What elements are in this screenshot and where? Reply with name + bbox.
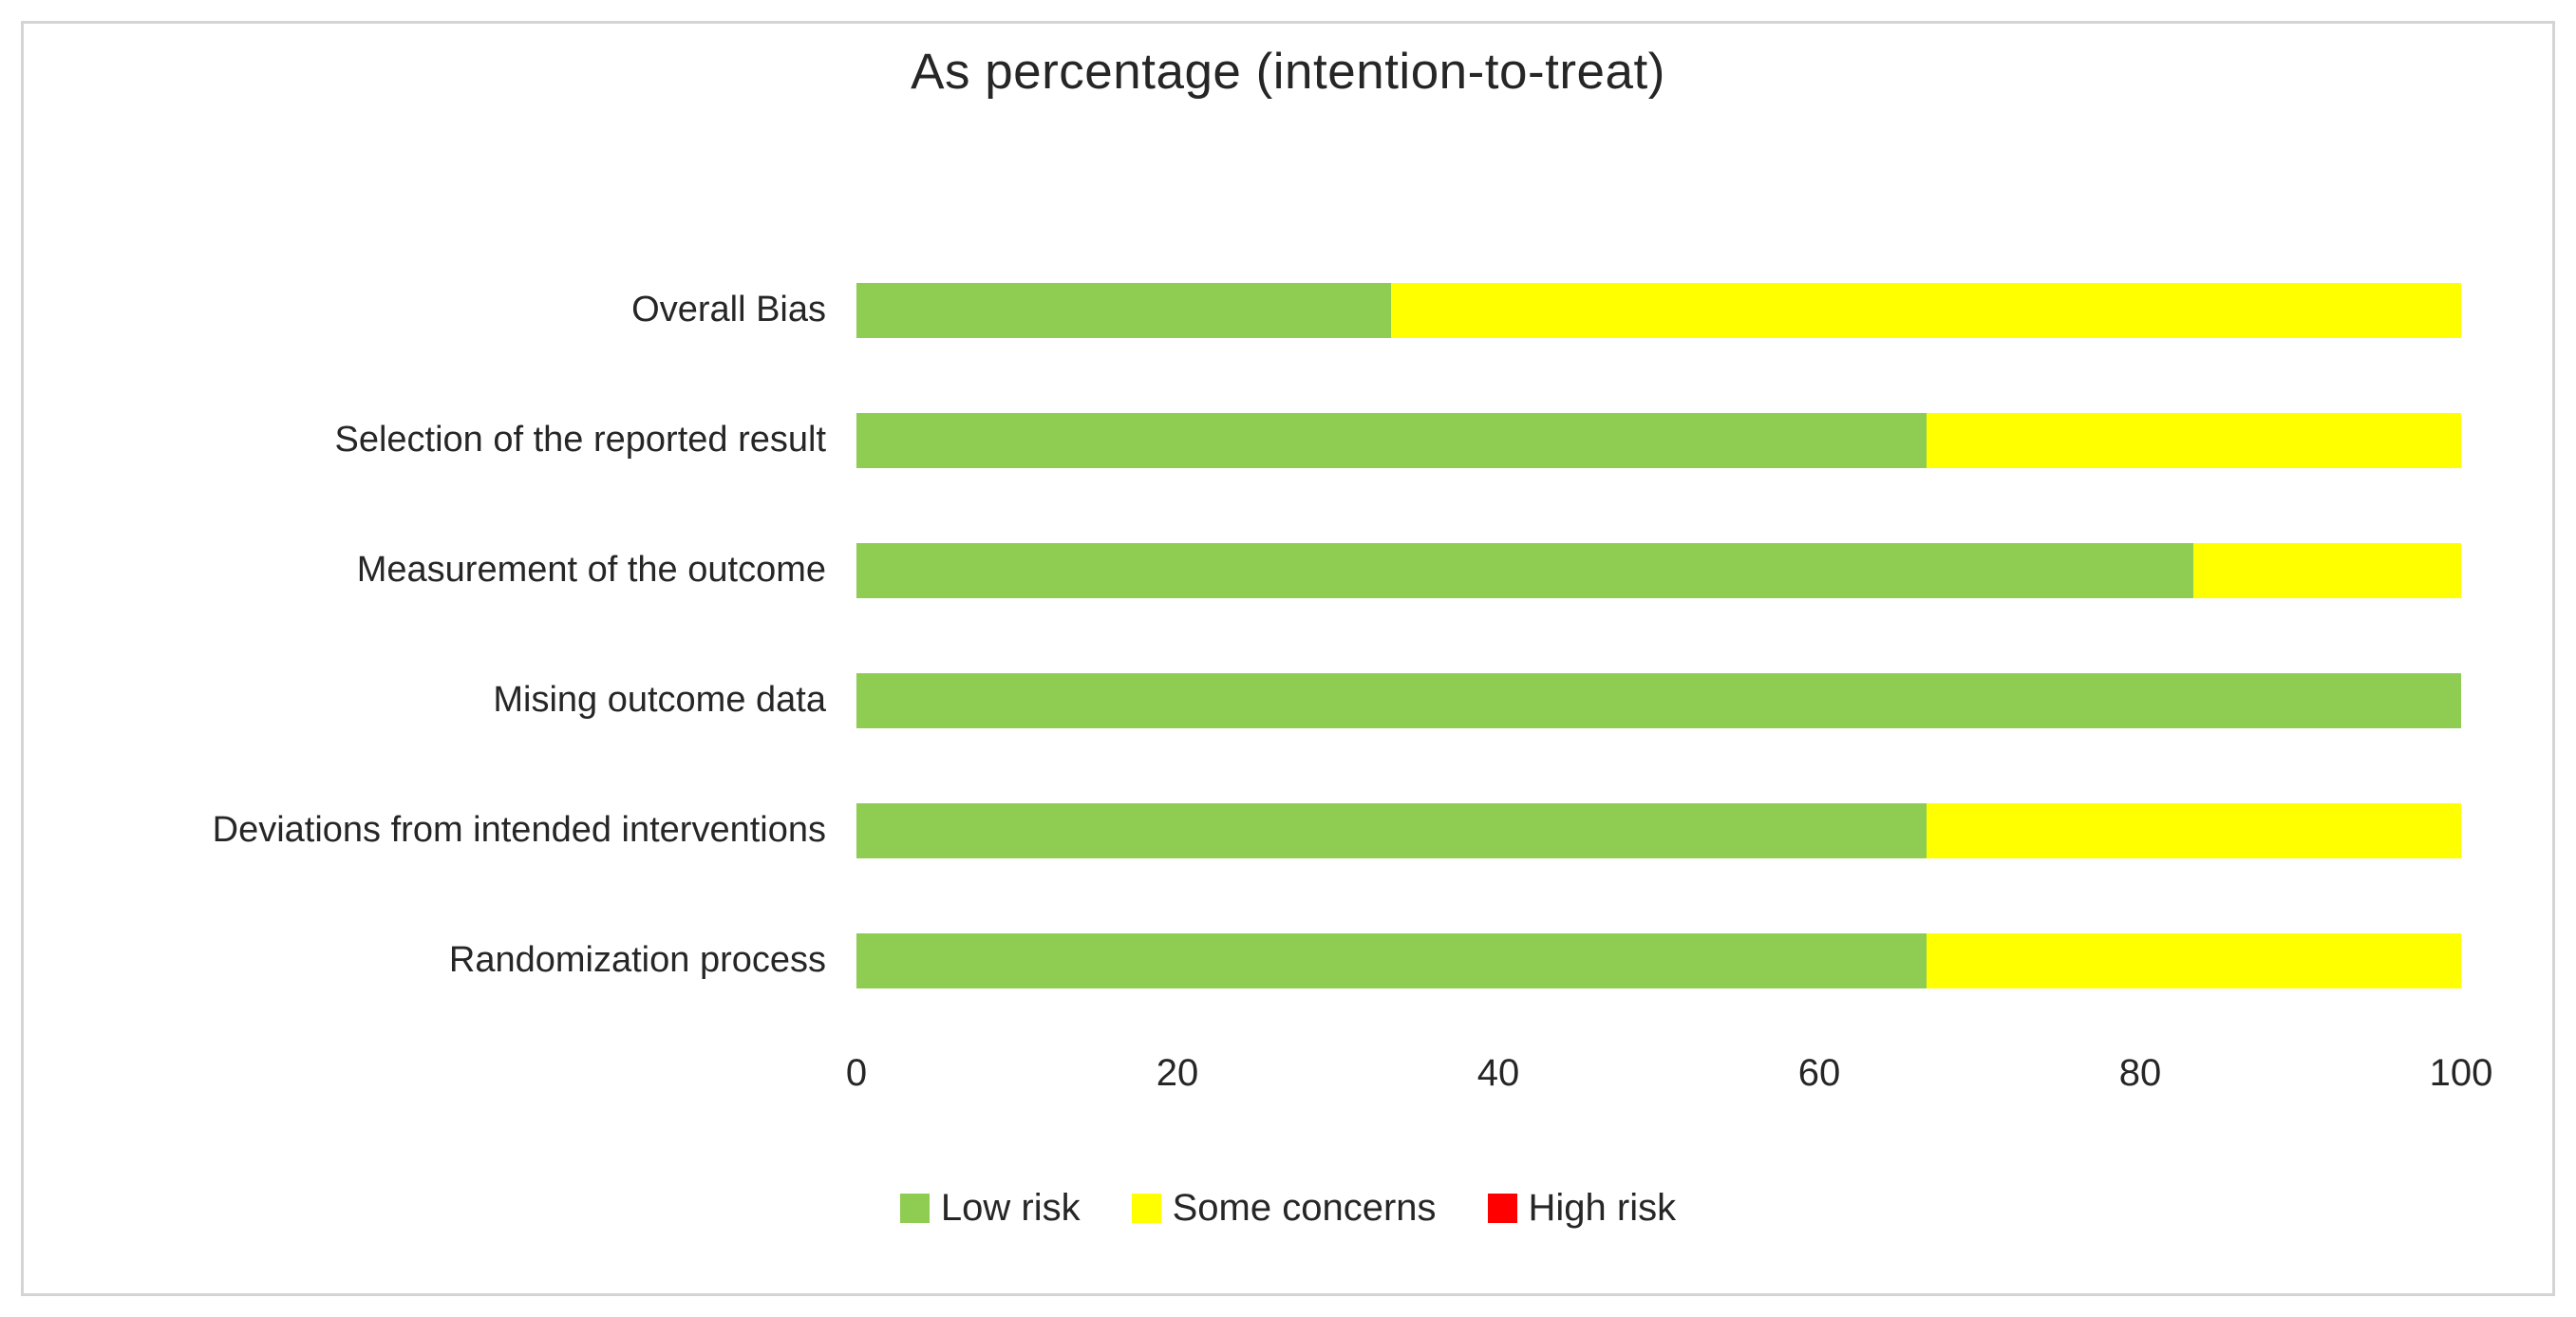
- category-label: Mising outcome data: [493, 680, 826, 720]
- bar-rows: Overall Bias Selection of the reported re…: [28, 245, 2461, 1025]
- x-tick-label: 60: [1797, 1052, 1841, 1094]
- category-label: Deviations from intended interventions: [212, 810, 826, 850]
- stacked-bar: [856, 672, 2461, 728]
- x-tick-label: 100: [2429, 1052, 2493, 1094]
- legend-swatch-icon: [1487, 1194, 1517, 1223]
- bar-segment-some-concerns: [1927, 932, 2461, 988]
- legend-swatch-icon: [899, 1194, 930, 1223]
- stacked-bar: [856, 802, 2461, 858]
- bar-segment-some-concerns: [1927, 412, 2461, 468]
- stacked-bar: [856, 282, 2461, 338]
- bar-segment-low-risk: [856, 282, 1391, 338]
- chart-row: Measurement of the outcome: [28, 505, 2461, 635]
- category-label: Randomization process: [448, 940, 826, 980]
- legend-item-high-risk: High risk: [1487, 1187, 1677, 1230]
- bar-segment-low-risk: [856, 412, 1927, 468]
- category-label: Overall Bias: [631, 290, 826, 329]
- bar-segment-low-risk: [856, 672, 2461, 728]
- x-tick-label: 0: [845, 1052, 868, 1094]
- bar-segment-some-concerns: [2192, 542, 2461, 598]
- category-label: Selection of the reported result: [334, 420, 826, 460]
- bar-segment-some-concerns: [1390, 282, 2461, 338]
- bar-segment-low-risk: [856, 932, 1927, 988]
- chart-title: As percentage (intention-to-treat): [911, 44, 1665, 100]
- stacked-bar: [856, 932, 2461, 988]
- legend-swatch-icon: [1131, 1194, 1161, 1223]
- chart-row: Mising outcome data: [28, 635, 2461, 765]
- chart-row: Overall Bias: [28, 245, 2461, 375]
- x-tick-label: 80: [2118, 1052, 2162, 1094]
- x-tick-label: 20: [1156, 1052, 1199, 1094]
- bar-segment-some-concerns: [1927, 802, 2461, 858]
- x-axis: 0 20 40 60 80 100: [846, 1052, 2493, 1098]
- stacked-bar: [856, 542, 2461, 598]
- x-tick-label: 40: [1476, 1052, 1520, 1094]
- legend-item-some-concerns: Some concerns: [1131, 1187, 1437, 1230]
- chart-row: Deviations from intended interventions: [28, 765, 2461, 895]
- bar-segment-low-risk: [856, 542, 2193, 598]
- legend-label: Low risk: [940, 1187, 1081, 1229]
- legend-label: High risk: [1528, 1187, 1677, 1229]
- stacked-bar: [856, 412, 2461, 468]
- legend: Low risk Some concerns High risk: [0, 1187, 2576, 1230]
- chart-frame: [21, 21, 2555, 1296]
- legend-item-low-risk: Low risk: [899, 1187, 1081, 1230]
- category-label: Measurement of the outcome: [356, 550, 826, 590]
- legend-label: Some concerns: [1172, 1187, 1437, 1229]
- bar-segment-low-risk: [856, 802, 1927, 858]
- chart-row: Randomization process: [28, 895, 2461, 1025]
- chart-row: Selection of the reported result: [28, 375, 2461, 505]
